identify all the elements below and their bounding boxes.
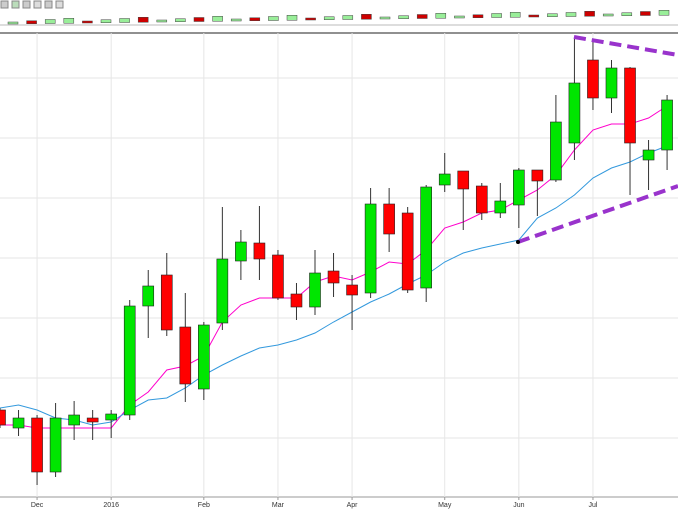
- x-tick-label: Apr: [347, 502, 359, 509]
- candle-body: [587, 59, 599, 99]
- x-tick-label: May: [438, 502, 452, 509]
- candle-body: [198, 324, 210, 390]
- x-tick-label: Dec: [31, 502, 44, 509]
- candle-body: [475, 185, 488, 214]
- candle-body: [272, 254, 284, 299]
- x-tick-label: Jul: [588, 502, 597, 509]
- overview-candle: [100, 19, 112, 23]
- candle-body: [494, 200, 507, 214]
- candle-body: [401, 212, 414, 291]
- overview-candle: [528, 14, 540, 18]
- candle-body: [661, 99, 673, 151]
- tool-icon[interactable]: [0, 0, 9, 9]
- overview-candle: [565, 12, 577, 17]
- candle-body: [550, 121, 562, 181]
- x-tick-label: Feb: [198, 502, 210, 509]
- overview-candle: [342, 15, 354, 20]
- candle-body: [568, 82, 581, 144]
- candle-body: [179, 326, 192, 385]
- plot: Dec 2016 Feb Mar Apr May Jun Jul: [0, 33, 678, 509]
- overview-candle: [398, 15, 409, 19]
- candle-body: [327, 270, 340, 284]
- overview-candle: [509, 12, 521, 18]
- overview-candle: [249, 17, 261, 21]
- x-tick-label: Jun: [513, 502, 524, 509]
- overview-candle: [361, 14, 372, 20]
- candle-body: [624, 67, 636, 144]
- candle-body: [68, 414, 80, 426]
- overview-candle: [26, 20, 37, 24]
- overview-candle: [119, 18, 130, 23]
- toolbar: [0, 0, 64, 9]
- candle-body: [364, 203, 377, 294]
- overview-candle: [454, 15, 465, 19]
- tool-icon[interactable]: [22, 0, 31, 9]
- candle-body: [457, 170, 470, 190]
- tool-icon[interactable]: [55, 0, 64, 9]
- candle-body: [235, 241, 247, 262]
- tool-icon[interactable]: [11, 0, 20, 9]
- candle-body: [383, 203, 395, 235]
- x-tick-label: Mar: [272, 502, 285, 509]
- overview-candle: [602, 13, 614, 17]
- overview-candle: [435, 13, 447, 19]
- candle-body: [0, 409, 6, 426]
- candle-body: [142, 285, 155, 307]
- overview-candle: [193, 17, 205, 22]
- overview-candle: [230, 18, 242, 22]
- candle-body: [160, 274, 173, 331]
- overview-candle: [379, 16, 391, 20]
- candle-body: [290, 293, 303, 308]
- candle-body: [12, 417, 25, 429]
- overview-candle: [137, 17, 149, 23]
- overview-candle: [175, 18, 186, 22]
- overview-candle: [156, 19, 168, 23]
- tool-icon[interactable]: [44, 0, 53, 9]
- candle-body: [216, 258, 229, 324]
- trendline: [517, 184, 678, 244]
- candle-body: [49, 417, 62, 473]
- overview-candle: [286, 15, 298, 21]
- overview-candle: [547, 13, 558, 17]
- overview-candle: [640, 11, 651, 16]
- overview-candle: [416, 14, 428, 19]
- overview-candle: [305, 17, 316, 21]
- overview-candle: [7, 21, 19, 25]
- candle-body: [123, 305, 136, 416]
- candle-body: [531, 169, 544, 182]
- overview-candle: [323, 16, 335, 20]
- overview-candle: [491, 13, 502, 18]
- candle-body: [513, 169, 525, 206]
- overview-candle: [63, 18, 75, 24]
- candle-body: [420, 186, 432, 289]
- candle-body: [642, 149, 655, 161]
- overview-candle: [621, 12, 633, 16]
- overview-candle: [584, 11, 595, 17]
- overview-candle: [472, 14, 484, 18]
- overview-candle: [658, 10, 670, 16]
- candle-body: [253, 242, 266, 260]
- tool-icon[interactable]: [33, 0, 42, 9]
- candle-body: [86, 417, 99, 423]
- overview-strip: [0, 10, 678, 26]
- candle-body: [31, 417, 43, 473]
- overview-candle: [212, 16, 223, 22]
- candle-body: [438, 173, 451, 186]
- x-tick-label: 2016: [103, 502, 119, 509]
- candle-body: [309, 272, 321, 308]
- overview-candle: [82, 20, 93, 24]
- trendline-anchor: [516, 240, 520, 244]
- candle-body: [346, 284, 358, 296]
- overview-candle: [268, 16, 279, 21]
- candle-body: [105, 413, 117, 421]
- candle-body: [605, 67, 618, 99]
- overview-candle: [44, 19, 56, 24]
